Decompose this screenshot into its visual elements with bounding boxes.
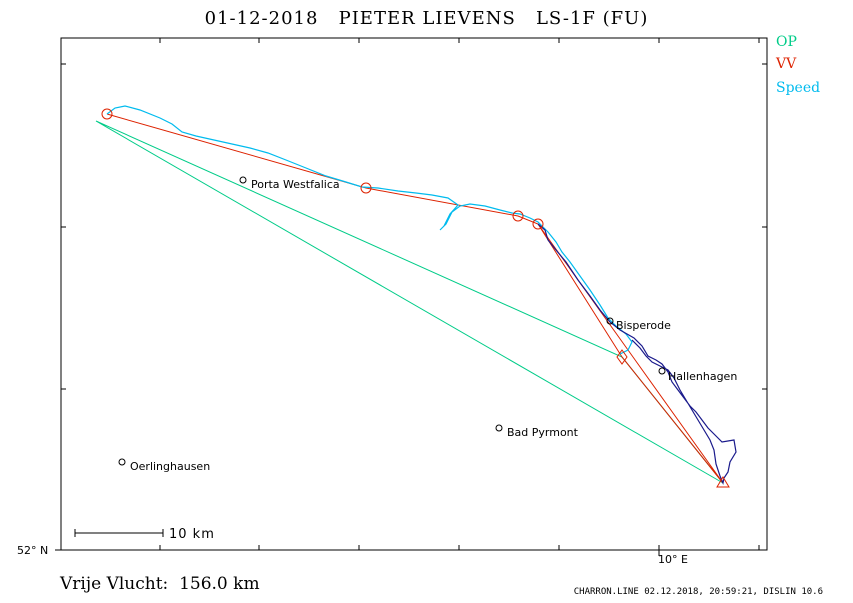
scale-bar: 10 km: [74, 527, 215, 542]
lat-label: 52° N: [17, 544, 48, 557]
vv-route: [106, 113, 724, 484]
op-route: [95, 120, 724, 484]
turnpoint-diamond-marker: [616, 349, 628, 365]
footer-info: CHARRON.LINE 02.12.2018, 20:59:21, DISLI…: [573, 587, 823, 597]
legend-op: OP: [776, 34, 797, 50]
legend-vv: VV: [776, 56, 797, 72]
place-bad-pyrmont: Bad Pyrmont: [507, 426, 579, 439]
place-oerlinghausen: Oerlinghausen: [130, 460, 210, 473]
turnpoint-marker: [532, 218, 544, 230]
turnpoint-start-marker: [101, 108, 113, 120]
bottom-ticks: [159, 38, 760, 556]
turnpoints: [101, 108, 730, 488]
finish-triangle-marker: [716, 476, 730, 488]
lon-label: 10° E: [658, 553, 688, 566]
place-hallenhagen: Hallenhagen: [668, 370, 737, 383]
place-bisperode: Bisperode: [616, 319, 671, 332]
left-ticks: [55, 63, 767, 551]
speed-track: [106, 105, 633, 355]
places: Porta Westfalica Bisperode Hallenhagen B…: [118, 176, 737, 473]
distance-label: Vrije Vlucht: 156.0 km: [60, 574, 260, 594]
map-title: 01-12-2018 PIETER LIEVENS LS-1F (FU): [204, 8, 649, 29]
scale-bar-label: 10 km: [169, 527, 215, 542]
place-porta-westfalica: Porta Westfalica: [251, 178, 340, 191]
legend-speed: Speed: [776, 80, 821, 96]
turnpoint-marker: [512, 210, 524, 222]
map-frame: [60, 37, 768, 551]
flight-track: [537, 223, 737, 486]
turnpoint-marker: [360, 182, 372, 194]
